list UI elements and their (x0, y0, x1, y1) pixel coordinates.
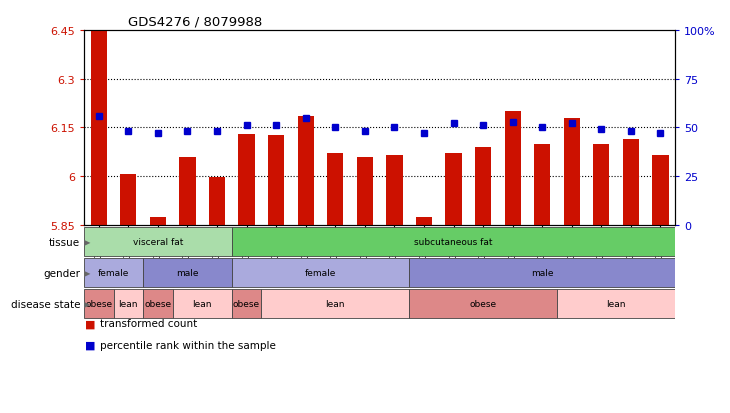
Bar (386, 156, 402, 225)
Text: obese: obese (85, 300, 112, 309)
Text: obese: obese (145, 300, 172, 309)
Bar (231, 228, 675, 257)
Bar (84, 259, 143, 288)
Text: gender: gender (43, 268, 80, 278)
Bar (150, 217, 166, 225)
Text: disease state: disease state (11, 299, 80, 309)
Text: lean: lean (193, 300, 212, 309)
Text: visceral fat: visceral fat (133, 238, 183, 247)
Bar (623, 139, 639, 225)
Bar (357, 157, 373, 225)
Text: male: male (176, 269, 199, 278)
Bar (409, 259, 675, 288)
Text: lean: lean (118, 300, 138, 309)
Bar (209, 177, 225, 225)
Text: transformed count: transformed count (100, 318, 197, 328)
Bar (143, 259, 231, 288)
Text: obese: obese (469, 300, 496, 309)
Text: obese: obese (233, 300, 260, 309)
Bar (172, 290, 231, 319)
Text: tissue: tissue (49, 237, 80, 247)
Bar (143, 290, 172, 319)
Bar (114, 290, 143, 319)
Text: male: male (531, 269, 553, 278)
Bar (84, 290, 114, 319)
Bar (120, 174, 137, 225)
Bar (593, 144, 610, 225)
Bar (91, 32, 107, 225)
Bar (239, 135, 255, 225)
Bar (557, 290, 675, 319)
Bar (180, 157, 196, 225)
Bar (504, 112, 520, 225)
Text: GDS4276 / 8079988: GDS4276 / 8079988 (128, 16, 262, 29)
Bar (653, 156, 669, 225)
Text: subcutaneous fat: subcutaneous fat (414, 238, 493, 247)
Bar (534, 144, 550, 225)
Text: ▶: ▶ (84, 269, 91, 278)
Bar (268, 136, 284, 225)
Bar (416, 217, 432, 225)
Bar (231, 290, 261, 319)
Bar (84, 228, 231, 257)
Text: ▶: ▶ (84, 238, 91, 247)
Text: female: female (305, 269, 336, 278)
Bar (409, 290, 557, 319)
Text: lean: lean (607, 300, 626, 309)
Bar (475, 147, 491, 225)
Text: ■: ■ (85, 318, 96, 328)
Bar (261, 290, 409, 319)
Text: percentile rank within the sample: percentile rank within the sample (100, 340, 276, 350)
Text: lean: lean (326, 300, 345, 309)
Bar (564, 119, 580, 225)
Bar (298, 117, 314, 225)
Text: ■: ■ (85, 340, 96, 350)
Bar (445, 154, 461, 225)
Bar (327, 154, 343, 225)
Text: ▶: ▶ (84, 300, 91, 309)
Bar (231, 259, 409, 288)
Text: female: female (98, 269, 129, 278)
